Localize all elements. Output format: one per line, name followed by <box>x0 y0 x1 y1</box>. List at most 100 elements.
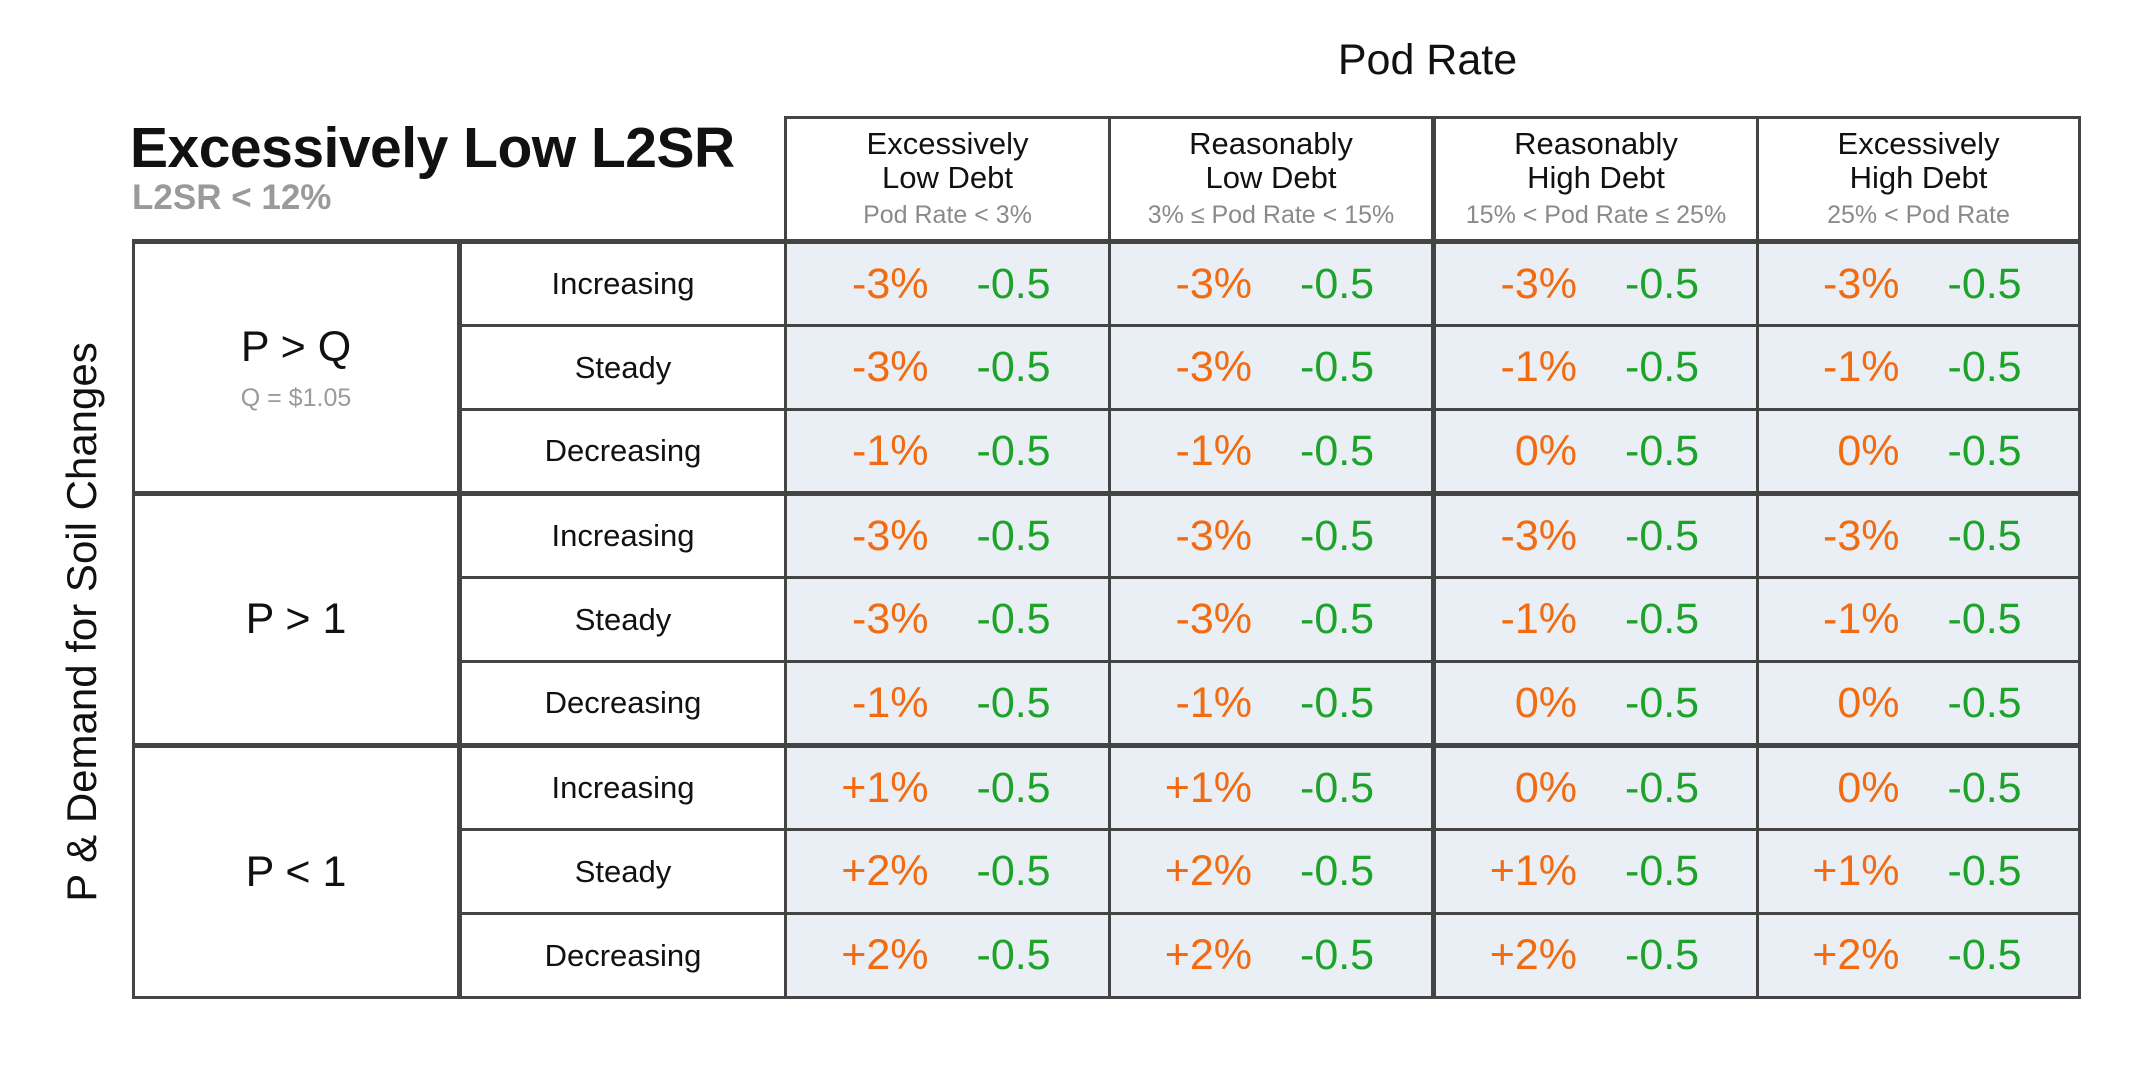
delta-value: -0.5 <box>1300 511 1375 560</box>
value-cell: -3% -0.5 <box>1756 491 2081 579</box>
percent-value: -3% <box>852 595 929 643</box>
percent-value: -3% <box>1500 511 1577 560</box>
value-cell: -3% -0.5 <box>1108 324 1436 411</box>
value-cell: -1% -0.5 <box>784 660 1111 747</box>
value-cell: -3% -0.5 <box>784 576 1111 663</box>
delta-value: -0.5 <box>1625 259 1700 308</box>
delta-value: -0.5 <box>1625 931 1700 979</box>
percent-value: -1% <box>852 678 929 727</box>
delta-value: -0.5 <box>1300 426 1375 475</box>
value-cell: +2% -0.5 <box>784 912 1111 999</box>
column-header-line1: Excessively <box>1837 126 2000 161</box>
percent-value: 0% <box>1837 678 1900 727</box>
header-row: Excessively Low Debt Pod Rate < 3% Reaso… <box>134 116 2081 243</box>
value-cell: -3% -0.5 <box>1108 576 1436 663</box>
trend-label: Increasing <box>458 743 787 831</box>
value-cell: -3% -0.5 <box>784 239 1111 327</box>
group-label: P < 1 <box>245 847 347 896</box>
delta-value: -0.5 <box>1300 595 1375 643</box>
column-header-3: Reasonably High Debt 15% < Pod Rate ≤ 25… <box>1432 116 1759 243</box>
column-header-line2: Low Debt <box>882 160 1013 195</box>
column-header-sub: Pod Rate < 3% <box>863 201 1032 229</box>
column-header-4: Excessively High Debt 25% < Pod Rate <box>1756 116 2081 243</box>
table-row: Decreasing -1% -0.5 -1% -0.5 0% -0.5 0% -0.5 <box>134 408 2081 495</box>
trend-label: Decreasing <box>458 912 787 999</box>
percent-value: 0% <box>1514 763 1577 812</box>
value-cell: -3% -0.5 <box>1432 239 1759 327</box>
delta-value: -0.5 <box>1300 763 1375 812</box>
delta-value: -0.5 <box>1947 426 2022 475</box>
trend-label: Increasing <box>458 491 787 579</box>
value-cell: -3% -0.5 <box>784 491 1111 579</box>
value-cell: +1% -0.5 <box>1432 828 1759 915</box>
percent-value: +1% <box>1812 847 1900 895</box>
percent-value: +2% <box>841 847 929 895</box>
column-header-line1: Reasonably <box>1189 126 1353 161</box>
percent-value: +2% <box>1164 847 1252 895</box>
percent-value: +2% <box>1489 931 1577 979</box>
delta-value: -0.5 <box>1947 343 2022 391</box>
delta-value: -0.5 <box>976 595 1051 643</box>
table-row: Decreasing +2% -0.5 +2% -0.5 +2% -0.5 +2% -0… <box>134 912 2081 999</box>
column-header-line1: Excessively <box>866 126 1029 161</box>
trend-label: Steady <box>458 828 787 915</box>
trend-label: Increasing <box>458 239 787 327</box>
delta-value: -0.5 <box>1625 343 1700 391</box>
group-label-p-gt-1: P > 1 <box>132 491 462 747</box>
value-cell: -1% -0.5 <box>1432 576 1759 663</box>
group-label-p-lt-1: P < 1 <box>132 743 462 999</box>
decision-matrix: Excessively Low Debt Pod Rate < 3% Reaso… <box>132 116 2081 999</box>
value-cell: +1% -0.5 <box>784 743 1111 831</box>
trend-label: Decreasing <box>458 408 787 495</box>
percent-value: -3% <box>852 259 929 308</box>
table-row: P > Q Q = $1.05 Increasing -3% -0.5 -3% -0… <box>132 239 2081 495</box>
value-cell: +1% -0.5 <box>1108 743 1436 831</box>
delta-value: -0.5 <box>1625 511 1700 560</box>
table-row: P < 1 Increasing +1% -0.5 +1% -0.5 0% -0.5 … <box>132 743 2081 999</box>
group-sublabel: Q = $1.05 <box>240 383 352 412</box>
value-cell: -3% -0.5 <box>784 324 1111 411</box>
percent-value: -1% <box>1823 343 1900 391</box>
delta-value: -0.5 <box>1947 595 2022 643</box>
value-cell: 0% -0.5 <box>1432 743 1759 831</box>
percent-value: 0% <box>1837 763 1900 812</box>
percent-value: -1% <box>852 426 929 475</box>
percent-value: +1% <box>841 763 929 812</box>
group-label: P > Q <box>240 322 352 371</box>
delta-value: -0.5 <box>1625 847 1700 895</box>
percent-value: +1% <box>1489 847 1577 895</box>
percent-value: -3% <box>852 343 929 391</box>
value-cell: +2% -0.5 <box>1108 828 1436 915</box>
value-cell: -1% -0.5 <box>1432 324 1759 411</box>
delta-value: -0.5 <box>1625 426 1700 475</box>
value-cell: -1% -0.5 <box>784 408 1111 495</box>
percent-value: -3% <box>1175 595 1252 643</box>
column-header-2: Reasonably Low Debt 3% ≤ Pod Rate < 15% <box>1108 116 1436 243</box>
percent-value: -1% <box>1500 595 1577 643</box>
column-axis-title: Pod Rate <box>1337 35 1518 84</box>
row-axis-title: P & Demand for Soil Changes <box>58 342 105 902</box>
delta-value: -0.5 <box>1300 259 1375 308</box>
percent-value: +2% <box>841 931 929 979</box>
delta-value: -0.5 <box>1300 931 1375 979</box>
group-label: P > 1 <box>245 595 347 643</box>
percent-value: -3% <box>852 511 929 560</box>
value-cell: +2% -0.5 <box>1432 912 1759 999</box>
percent-value: -1% <box>1823 595 1900 643</box>
percent-value: +2% <box>1164 931 1252 979</box>
value-cell: -3% -0.5 <box>1756 239 2081 327</box>
column-header-line2: High Debt <box>1527 160 1665 195</box>
delta-value: -0.5 <box>976 847 1051 895</box>
percent-value: 0% <box>1837 426 1900 475</box>
delta-value: -0.5 <box>1947 931 2022 979</box>
column-header-sub: 25% < Pod Rate <box>1827 201 2010 229</box>
delta-value: -0.5 <box>1947 511 2022 560</box>
value-cell: -1% -0.5 <box>1756 324 2081 411</box>
trend-label: Steady <box>458 324 787 411</box>
table-row: P > 1 Increasing -3% -0.5 -3% -0.5 -3% -0.5… <box>132 491 2081 747</box>
percent-value: -1% <box>1175 678 1252 727</box>
value-cell: -1% -0.5 <box>1756 576 2081 663</box>
group-label-p-gt-q: P > Q Q = $1.05 <box>132 239 462 495</box>
column-header-line2: Low Debt <box>1205 160 1337 195</box>
delta-value: -0.5 <box>1625 595 1700 643</box>
